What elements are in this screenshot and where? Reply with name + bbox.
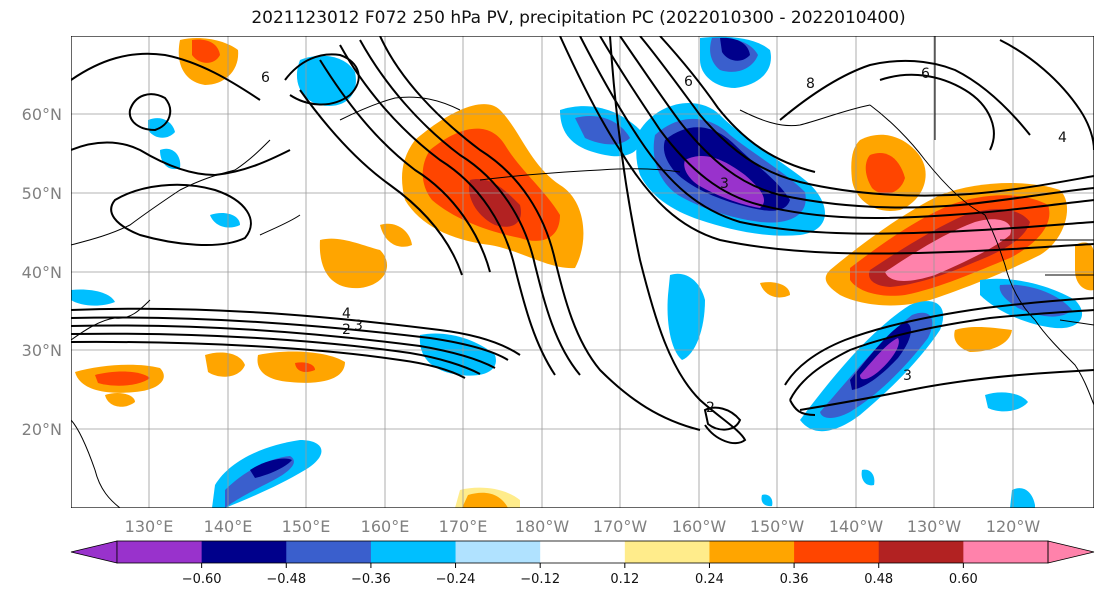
lon-label: 140°W — [829, 517, 884, 536]
colorbar-tick-label: −0.12 — [520, 572, 560, 587]
colorbar-tick-label: 0.60 — [949, 572, 978, 587]
colorbar-cell — [794, 541, 880, 563]
colorbar-tick-label: 0.12 — [610, 572, 639, 587]
lon-label: 180°W — [515, 517, 570, 536]
colorbar-arrow-max — [1047, 540, 1095, 564]
latitude-labels: 60°N 50°N 40°N 30°N 20°N — [22, 105, 62, 439]
lat-label: 20°N — [22, 420, 62, 439]
lat-label: 40°N — [22, 263, 62, 282]
lon-label: 140°E — [204, 517, 253, 536]
colorbar-cell — [286, 541, 372, 563]
lon-label: 120°W — [986, 517, 1041, 536]
lon-label: 160°E — [361, 517, 410, 536]
colorbar: −0.60 −0.48 −0.36 −0.24 −0.12 0.12 0.24 0.36 0.4… — [70, 540, 1095, 587]
lon-label: 150°W — [750, 517, 805, 536]
colorbar-cell — [540, 541, 626, 563]
contour-label: 6 — [261, 70, 270, 86]
contour-label: 3 — [354, 318, 363, 334]
colorbar-cell — [455, 541, 541, 563]
lat-label: 50°N — [22, 184, 62, 203]
lon-label: 170°W — [593, 517, 648, 536]
contour-label-group: 4 3 2 3 3 2 6 6 8 6 4 — [261, 66, 1067, 416]
lat-label: 60°N — [22, 105, 62, 124]
contour-label: 4 — [342, 306, 351, 322]
lon-label: 160°W — [672, 517, 727, 536]
contour-label: 2 — [342, 322, 351, 338]
contour-label: 6 — [921, 66, 930, 82]
colorbar-tick-label: −0.60 — [182, 572, 222, 587]
contour-label: 6 — [684, 74, 693, 90]
colorbar-cell — [117, 541, 203, 563]
colorbar-tick-label: 0.48 — [864, 572, 893, 587]
map-plot-area: 4 3 2 3 3 2 6 6 8 6 4 — [71, 36, 1094, 508]
colorbar-cell — [201, 541, 287, 563]
contour-label: 4 — [1058, 130, 1067, 146]
colorbar-cell — [963, 541, 1049, 563]
lon-label: 150°E — [282, 517, 331, 536]
contour-label: 3 — [720, 176, 729, 192]
contour-label: 3 — [903, 368, 912, 384]
pv-contours — [71, 36, 1094, 445]
colorbar-tick-label: −0.48 — [266, 572, 306, 587]
colorbar-cell — [624, 541, 710, 563]
longitude-labels: 130°E 140°E 150°E 160°E 170°E 180°W 170°… — [125, 517, 1041, 536]
colorbar-arrow-min — [70, 540, 118, 564]
contour-label: 8 — [806, 76, 815, 92]
colorbar-tick-label: 0.24 — [695, 572, 724, 587]
lon-label: 130°E — [125, 517, 174, 536]
colorbar-tick-label: −0.24 — [436, 572, 476, 587]
lon-label: 130°W — [907, 517, 962, 536]
colorbar-cell — [370, 541, 457, 563]
lon-label: 170°E — [439, 517, 488, 536]
colorbar-cell — [878, 541, 964, 563]
map-title: 2021123012 F072 250 hPa PV, precipitatio… — [251, 8, 906, 28]
colorbar-tick-label: −0.36 — [351, 572, 391, 587]
colorbar-tick-label: 0.36 — [780, 572, 809, 587]
contour-label: 2 — [706, 400, 715, 416]
lat-label: 30°N — [22, 341, 62, 360]
colorbar-cell — [709, 541, 795, 563]
